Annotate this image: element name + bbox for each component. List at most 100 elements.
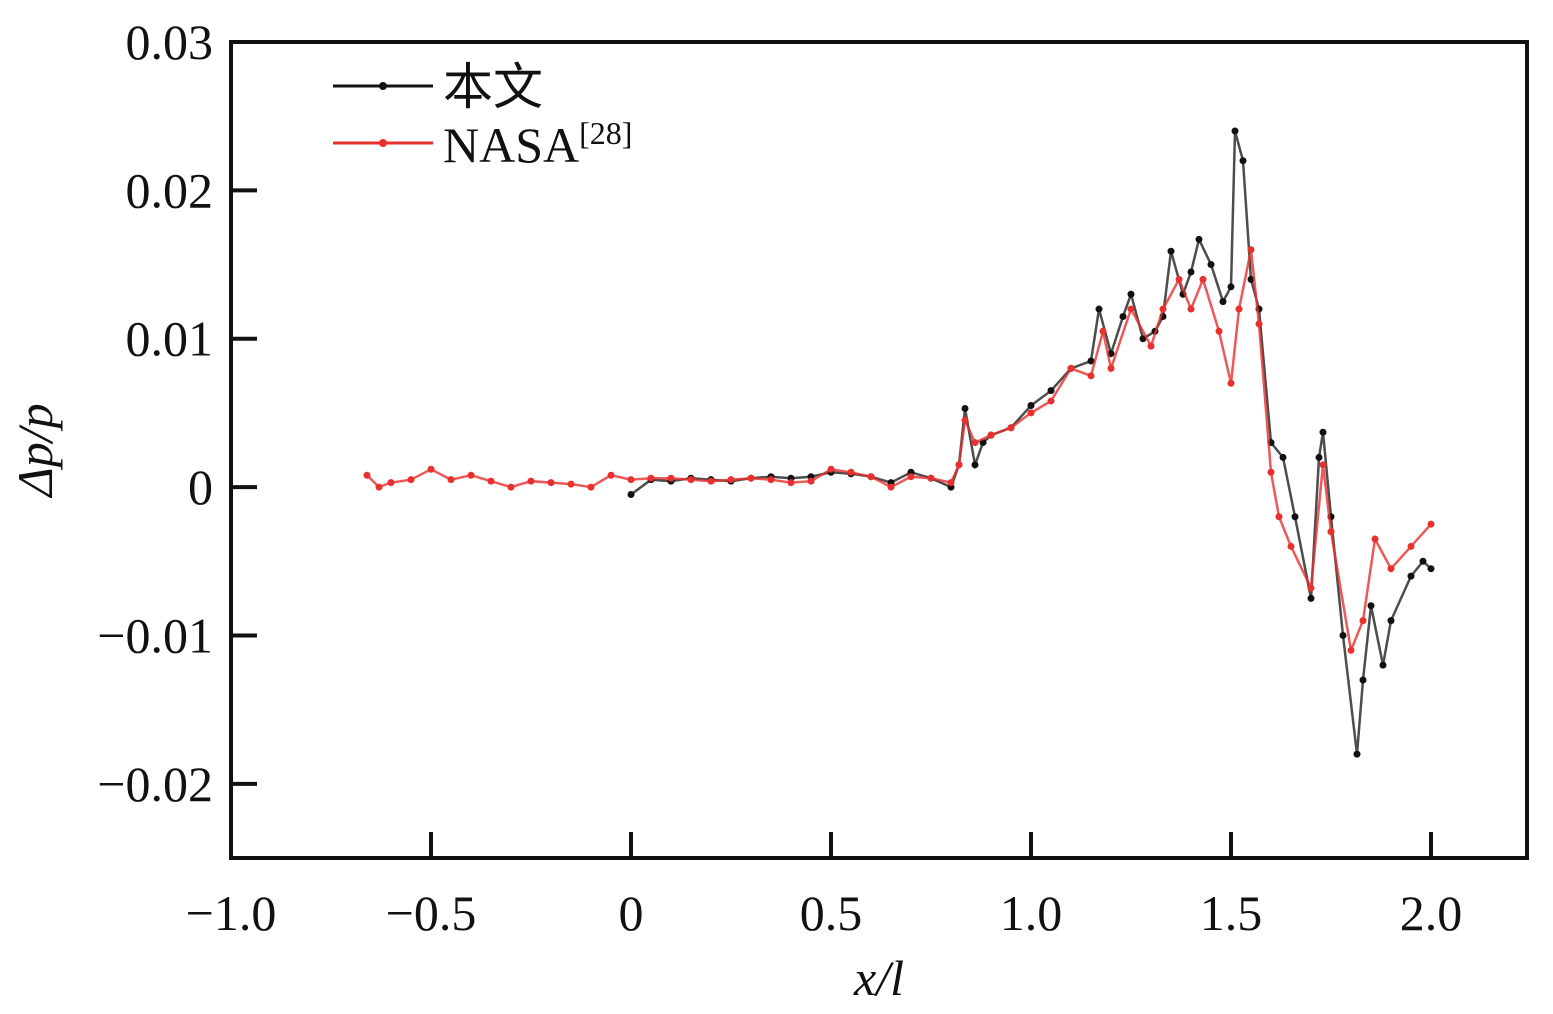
data-point-1: [1275, 513, 1283, 521]
data-point-1: [767, 476, 775, 484]
data-point-1: [1159, 305, 1167, 313]
x-tick-label: 2.0: [1400, 885, 1463, 941]
data-point-1: [987, 431, 995, 439]
data-point-0: [1387, 617, 1395, 625]
data-point-1: [1319, 461, 1327, 469]
data-point-1: [1287, 542, 1295, 550]
data-point-0: [1119, 312, 1127, 320]
data-point-0: [1095, 305, 1103, 313]
data-point-0: [1127, 290, 1135, 298]
y-axis-label: Δp/p: [7, 403, 63, 498]
data-point-1: [647, 474, 655, 482]
y-tick-label: 0.03: [126, 14, 214, 70]
data-point-1: [1255, 320, 1263, 328]
data-point-0: [971, 461, 979, 469]
data-point-1: [1175, 275, 1183, 283]
data-point-0: [1239, 157, 1247, 165]
data-point-1: [1099, 327, 1107, 335]
data-point-0: [1407, 572, 1415, 580]
data-point-0: [1353, 750, 1361, 758]
legend-marker-nasa: [379, 139, 387, 147]
data-point-1: [807, 477, 815, 485]
data-point-1: [955, 461, 963, 469]
data-point-1: [1387, 565, 1395, 573]
y-tick-label: −0.01: [97, 607, 213, 663]
data-point-1: [747, 474, 755, 482]
data-point-1: [687, 476, 695, 484]
data-point-1: [427, 465, 435, 473]
data-point-0: [1167, 247, 1175, 255]
data-point-0: [1315, 453, 1323, 461]
series-layer: [363, 127, 1435, 758]
data-point-1: [927, 474, 935, 482]
data-point-0: [1027, 401, 1035, 409]
data-point-1: [971, 439, 979, 447]
data-point-1: [727, 476, 735, 484]
x-tick-label: −1.0: [186, 885, 277, 941]
data-point-0: [1219, 298, 1227, 306]
data-point-1: [363, 471, 371, 479]
data-point-0: [1307, 594, 1315, 602]
data-point-0: [1427, 565, 1435, 573]
data-point-1: [387, 479, 395, 487]
data-point-0: [961, 404, 969, 412]
data-point-1: [1187, 305, 1195, 313]
data-point-0: [1231, 127, 1239, 135]
data-point-1: [607, 471, 615, 479]
legend-label-nasa-name: NASA: [443, 117, 579, 173]
data-point-1: [1359, 617, 1367, 625]
x-tick-label: 1.0: [1000, 885, 1063, 941]
data-point-0: [1047, 387, 1055, 395]
data-point-1: [1007, 424, 1015, 432]
data-point-1: [587, 483, 595, 491]
data-point-0: [1359, 676, 1367, 684]
data-point-1: [961, 416, 969, 424]
data-point-1: [447, 476, 455, 484]
y-tick-label: 0: [188, 459, 213, 515]
legend: 本文 NASA[28]: [333, 59, 632, 173]
data-point-0: [1247, 275, 1255, 283]
data-point-1: [1147, 342, 1155, 350]
data-point-0: [1227, 283, 1235, 291]
data-point-1: [707, 477, 715, 485]
data-point-1: [507, 483, 515, 491]
data-point-1: [667, 474, 675, 482]
data-point-0: [1379, 661, 1387, 669]
x-tick-label: −0.5: [386, 885, 477, 941]
data-point-1: [1347, 646, 1355, 654]
data-point-0: [1339, 631, 1347, 639]
data-point-1: [1067, 364, 1075, 372]
x-axis-label: x/l: [853, 950, 904, 1006]
data-point-1: [375, 483, 383, 491]
data-point-1: [1087, 372, 1095, 380]
legend-label-nasa: NASA[28]: [443, 115, 632, 173]
data-point-1: [1267, 468, 1275, 476]
data-point-1: [567, 480, 575, 488]
y-tick-label: −0.02: [97, 756, 213, 812]
x-tick-label: 0: [619, 885, 644, 941]
data-point-1: [1027, 409, 1035, 417]
x-tick-label: 1.5: [1200, 885, 1263, 941]
data-point-1: [1427, 520, 1435, 528]
data-point-1: [787, 479, 795, 487]
series-line-1: [366, 249, 1432, 655]
data-point-0: [627, 491, 635, 499]
data-point-1: [1227, 379, 1235, 387]
legend-label-nasa-ref: [28]: [579, 115, 632, 151]
data-point-1: [867, 473, 875, 481]
data-point-0: [1187, 268, 1195, 276]
data-point-1: [827, 465, 835, 473]
data-point-1: [947, 479, 955, 487]
data-point-0: [1087, 357, 1095, 365]
data-point-1: [1235, 305, 1243, 313]
data-point-1: [627, 476, 635, 484]
data-point-0: [1367, 602, 1375, 610]
data-point-0: [1291, 513, 1299, 521]
data-point-0: [1319, 428, 1327, 436]
data-point-1: [1047, 397, 1055, 405]
data-point-1: [467, 471, 475, 479]
series-line-0: [630, 130, 1432, 755]
data-point-1: [1407, 542, 1415, 550]
data-point-1: [547, 479, 555, 487]
